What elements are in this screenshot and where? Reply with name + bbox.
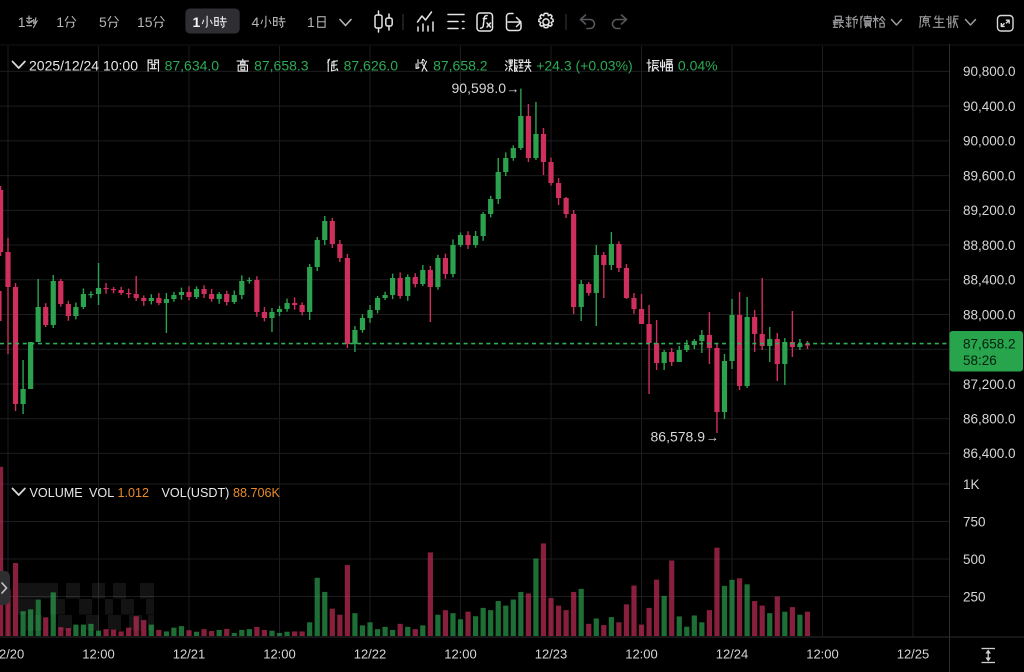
svg-text:VOL: VOL (89, 486, 114, 500)
svg-text:1: 1 (18, 14, 26, 30)
svg-text:12:00: 12:00 (806, 647, 839, 662)
svg-text:750: 750 (963, 514, 986, 529)
svg-text:12:00: 12:00 (263, 647, 296, 662)
svg-text:90,800.0: 90,800.0 (963, 64, 1016, 79)
svg-text:VOL(USDT): VOL(USDT) (162, 486, 230, 500)
svg-text:87,626.0: 87,626.0 (344, 58, 399, 74)
svg-text:58:26: 58:26 (963, 353, 997, 368)
svg-text:86,800.0: 86,800.0 (963, 412, 1016, 427)
svg-text:1: 1 (56, 14, 64, 30)
svg-text:12:00: 12:00 (82, 647, 115, 662)
svg-text:12/20: 12/20 (0, 647, 24, 662)
svg-text:12/25: 12/25 (897, 647, 930, 662)
svg-text:87,658.2: 87,658.2 (433, 58, 488, 74)
svg-text:4: 4 (252, 14, 260, 30)
svg-text:88,800.0: 88,800.0 (963, 238, 1016, 253)
svg-text:88,000.0: 88,000.0 (963, 307, 1016, 322)
svg-text:12/23: 12/23 (535, 647, 568, 662)
svg-text:87,200.0: 87,200.0 (963, 377, 1016, 392)
svg-text:VOLUME: VOLUME (30, 486, 83, 500)
svg-text:12:00: 12:00 (625, 647, 658, 662)
svg-text:89,200.0: 89,200.0 (963, 203, 1016, 218)
svg-text:12/24: 12/24 (716, 647, 749, 662)
svg-text:12:00: 12:00 (444, 647, 477, 662)
svg-text:→: → (507, 81, 520, 96)
svg-text:15: 15 (137, 14, 153, 30)
svg-text:0.04%: 0.04% (678, 58, 718, 74)
svg-text:87,658.3: 87,658.3 (254, 58, 309, 74)
svg-text:12/22: 12/22 (354, 647, 387, 662)
svg-text:89,600.0: 89,600.0 (963, 168, 1016, 183)
svg-text:2025/12/24 10:00: 2025/12/24 10:00 (29, 58, 138, 74)
svg-text:1: 1 (307, 14, 315, 30)
svg-text:86,578.9: 86,578.9 (651, 429, 706, 445)
svg-text:90,000.0: 90,000.0 (963, 134, 1016, 149)
svg-text:+24.3 (+0.03%): +24.3 (+0.03%) (536, 58, 633, 74)
svg-text:1: 1 (193, 14, 201, 30)
svg-text:86,400.0: 86,400.0 (963, 446, 1016, 461)
svg-text:250: 250 (963, 589, 986, 604)
svg-text:87,634.0: 87,634.0 (165, 58, 220, 74)
svg-text:5: 5 (99, 14, 107, 30)
svg-text:→: → (706, 430, 719, 445)
svg-text:90,598.0: 90,598.0 (452, 80, 507, 96)
svg-text:1K: 1K (963, 477, 980, 492)
svg-text:88.706K: 88.706K (233, 486, 281, 500)
svg-text:90,400.0: 90,400.0 (963, 99, 1016, 114)
svg-text:12/21: 12/21 (173, 647, 206, 662)
svg-text:87,658.2: 87,658.2 (963, 337, 1016, 352)
svg-text:88,400.0: 88,400.0 (963, 273, 1016, 288)
svg-text:1.012: 1.012 (118, 486, 150, 500)
svg-text:500: 500 (963, 552, 986, 567)
